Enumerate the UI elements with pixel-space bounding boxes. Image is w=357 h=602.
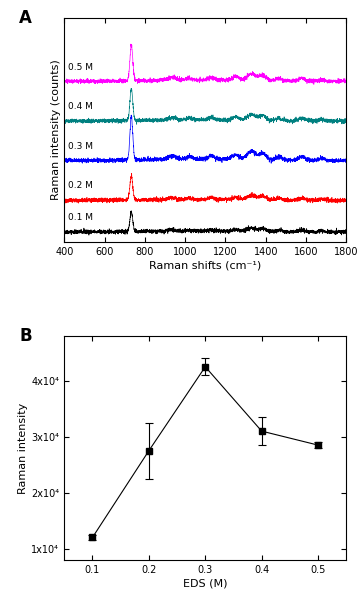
Text: A: A bbox=[19, 9, 32, 27]
Text: 0.3 M: 0.3 M bbox=[68, 142, 93, 151]
Y-axis label: Raman intensity (counts): Raman intensity (counts) bbox=[51, 60, 61, 200]
Text: B: B bbox=[19, 327, 32, 345]
Text: 0.2 M: 0.2 M bbox=[68, 181, 93, 190]
Text: 0.1 M: 0.1 M bbox=[68, 213, 93, 222]
X-axis label: EDS (M): EDS (M) bbox=[183, 579, 227, 589]
Text: 0.4 M: 0.4 M bbox=[68, 102, 93, 111]
X-axis label: Raman shifts (cm⁻¹): Raman shifts (cm⁻¹) bbox=[149, 261, 261, 271]
Y-axis label: Raman intensity: Raman intensity bbox=[19, 402, 29, 494]
Text: 0.5 M: 0.5 M bbox=[68, 63, 93, 72]
